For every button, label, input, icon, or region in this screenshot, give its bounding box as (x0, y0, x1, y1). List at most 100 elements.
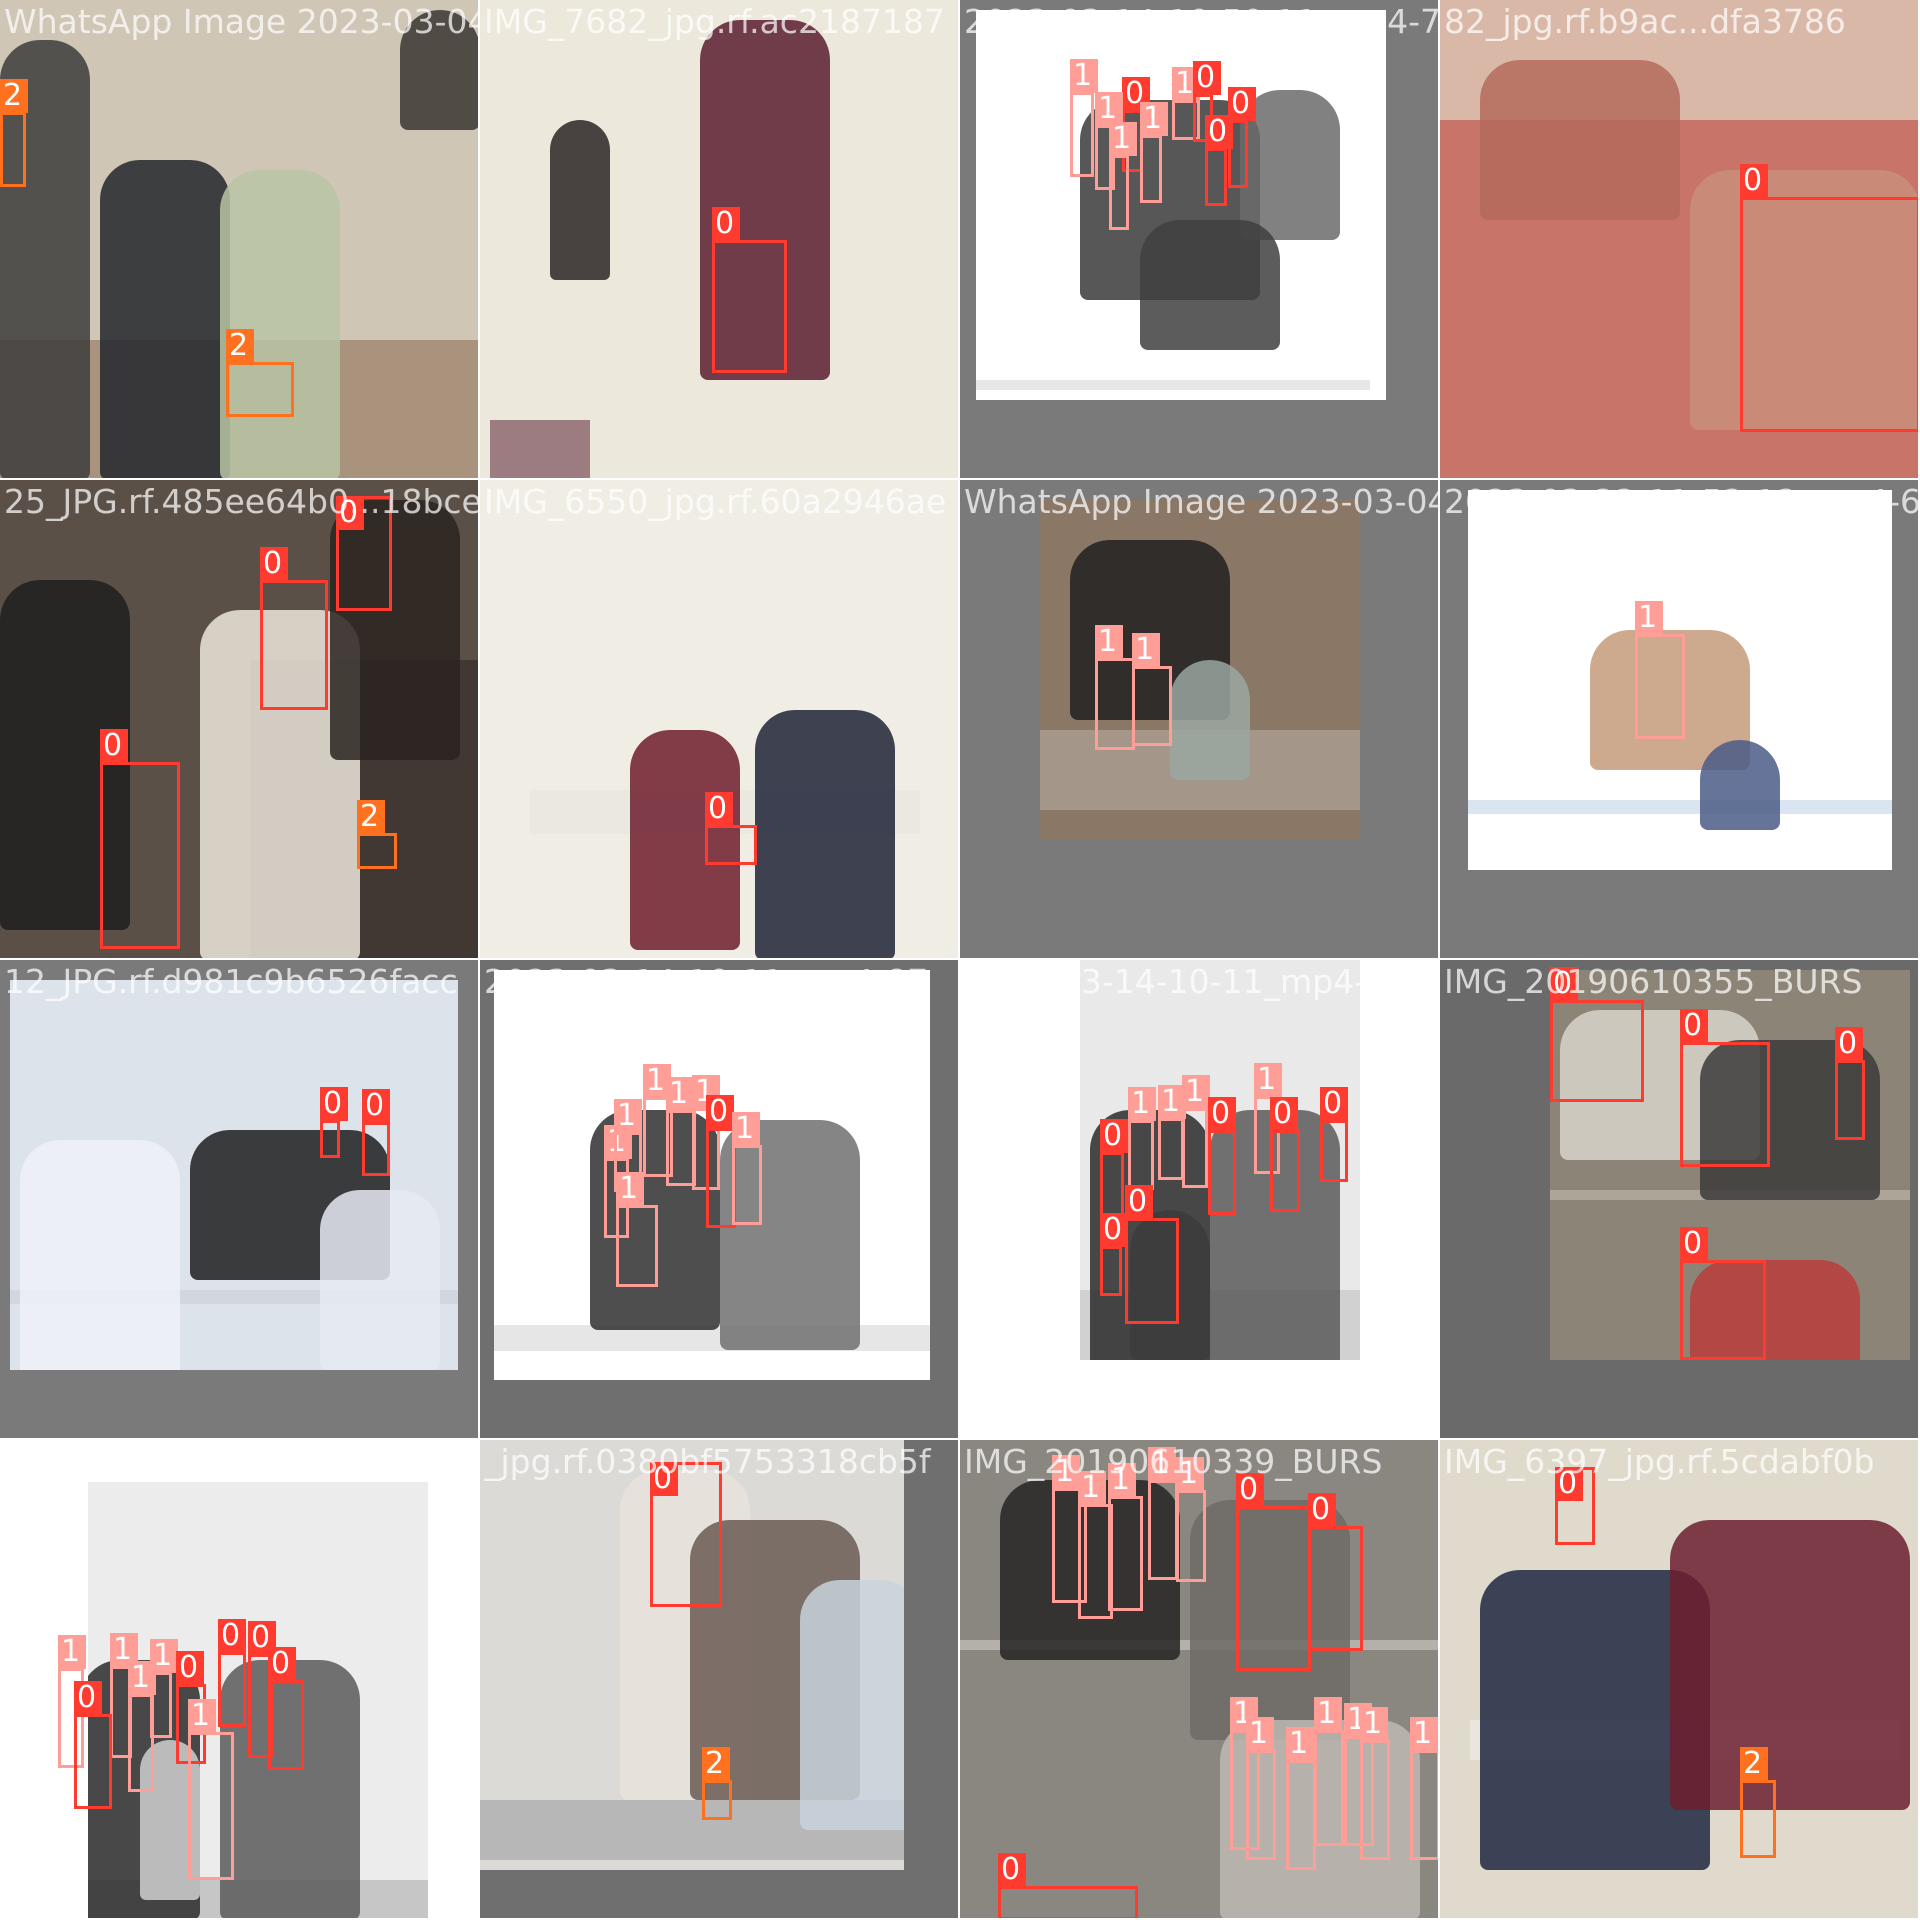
scene-person (630, 730, 740, 950)
detection-class-label: 0 (320, 1087, 348, 1121)
detection-box: 0 (320, 1087, 348, 1158)
detection-class-label: 1 (1635, 601, 1663, 635)
scene-photo (480, 1440, 904, 1870)
detection-box: 0 (1205, 115, 1233, 206)
tile-filename-caption: WhatsApp Image 2023-03-04 (964, 482, 1440, 521)
mosaic-tile: 1 1 1 1 0 0 0 0 0 1 2023-03-14-11-10-11_mp4-193 (0, 1440, 480, 1920)
scene-photo (960, 1440, 1438, 1918)
scene-person (1220, 1720, 1420, 1918)
detection-class-label: 0 (650, 1462, 678, 1496)
detection-box: 1 (1140, 102, 1168, 203)
detection-class-label: 0 (218, 1619, 246, 1653)
detection-class-label: 1 (188, 1699, 216, 1733)
detection-class-label: 1 (732, 1112, 760, 1146)
detection-box: 0 (1308, 1493, 1363, 1651)
detection-box: 1 (1070, 59, 1098, 177)
detection-box: 0 (1550, 967, 1644, 1102)
detection-class-label: 0 (1100, 1119, 1128, 1153)
detection-class-label: 0 (74, 1681, 102, 1715)
mosaic-tile: 1 0 1 1 1 1 0 0 0 2023-03-14-10-50-11_mp4-70 (960, 0, 1440, 480)
scene-person (20, 1140, 180, 1370)
detection-box: 1 (732, 1112, 762, 1225)
tile-filename-caption: 82_jpg.rf.b9ac...dfa3786 (1444, 2, 1846, 41)
detection-class-label: 0 (712, 207, 740, 241)
mosaic-tile: 2 2 WhatsApp Image 2023-03-04 at 7.43.21 P… (0, 0, 480, 480)
detection-box: 0 (1100, 1213, 1128, 1296)
tile-filename-caption: IMG_6397_jpg.rf.5cdabf0b (1444, 1442, 1875, 1481)
tile-filename-caption: IMG_6550_jpg.rf.60a2946ae (484, 482, 947, 521)
scene-person (1240, 90, 1340, 240)
scene-photo (1440, 1440, 1918, 1918)
detection-class-label: 0 (706, 1095, 734, 1129)
detection-class-label: 0 (1208, 1097, 1236, 1131)
detection-class-label: 0 (1550, 967, 1578, 1001)
scene-person (1670, 1520, 1910, 1810)
scene-photo (88, 1482, 428, 1918)
scene-person (800, 1580, 904, 1830)
detection-box: 1 (1176, 1457, 1206, 1582)
detection-box: 0 (1125, 1185, 1179, 1324)
detection-class-label: 0 (1555, 1467, 1583, 1501)
tile-filename-caption: 2023-03-22-11-52-12_mp4-6 (1444, 482, 1920, 521)
detection-class-label: 0 (1270, 1097, 1298, 1131)
detection-class-label: 0 (1740, 164, 1768, 198)
detection-box: 0 (705, 792, 757, 865)
detection-class-label: 1 (1109, 122, 1137, 156)
scene-photo (10, 980, 458, 1370)
detection-class-label: 1 (1246, 1717, 1274, 1751)
scene-person (1170, 660, 1250, 780)
detection-box: 2 (702, 1747, 732, 1820)
detection-box: 1 (1078, 1471, 1113, 1619)
detection-class-label: 1 (1314, 1697, 1342, 1731)
detection-class-label: 1 (1132, 633, 1160, 667)
tile-filename-caption: IMG_20190610339_BURS (964, 1442, 1383, 1481)
scene-photo (1468, 490, 1892, 870)
mosaic-tile: 0 IMG_6550_jpg.rf.60a2946ae (480, 480, 960, 960)
detection-class-label: 0 (362, 1089, 390, 1123)
tile-filename-caption: 2023-03-14-10-50-11_mp4-70 (964, 2, 1440, 41)
tile-filename-caption: IMG_7682_jpg.rf.ac2187187 (484, 2, 945, 41)
detection-class-label: 1 (616, 1172, 644, 1206)
tile-filename-caption: IMG_20190610355_BURS (1444, 962, 1863, 1001)
detection-class-label: 2 (226, 329, 254, 363)
tile-filename-caption: _jpg.rf.0380bf5753318cb5f (484, 1442, 931, 1481)
detection-class-label: 1 (614, 1099, 642, 1133)
detection-class-label: 0 (998, 1853, 1026, 1887)
detection-box: 0 (1555, 1467, 1595, 1545)
detection-box: 0 (362, 1089, 390, 1176)
mosaic-tile: 0 1 1 1 0 1 0 0 0 0 2023-03-14-10-11_mp4-2 (960, 960, 1440, 1440)
detection-box: 0 (1835, 1027, 1865, 1140)
scene-person (220, 170, 340, 478)
detection-box: 0 (706, 1095, 736, 1228)
detection-class-label: 1 (1052, 1455, 1080, 1489)
detection-box: 1 (1286, 1727, 1316, 1870)
detection-class-label: 0 (705, 792, 733, 826)
detection-class-label: 0 (100, 729, 128, 763)
detection-class-label: 1 (1286, 1727, 1314, 1761)
detection-box: 0 (1680, 1227, 1766, 1360)
detection-box: 1 (1148, 1447, 1178, 1580)
mosaic-tile: 1 1 WhatsApp Image 2023-03-04 (960, 480, 1440, 960)
detection-class-label: 1 (1108, 1463, 1136, 1497)
detection-class-label: 0 (260, 547, 288, 581)
detection-box: 0 (1236, 1473, 1311, 1671)
scene-person (320, 1190, 440, 1370)
detection-class-label: 0 (268, 1647, 296, 1681)
detection-box: 0 (1228, 87, 1256, 188)
mosaic-tile: 1 1 1 1 1 0 0 0 1 1 1 1 1 1 1 IMG_20190610339_BURS (960, 1440, 1440, 1920)
detection-class-label: 1 (1176, 1457, 1204, 1491)
detection-class-label: 0 (1125, 1185, 1153, 1219)
scene-person (1700, 740, 1780, 830)
detection-box: 0 (1320, 1087, 1348, 1182)
detection-class-label: 0 (1228, 87, 1256, 121)
detection-box: 1 (150, 1639, 178, 1738)
detection-class-label: 0 (1680, 1227, 1708, 1261)
detection-box: 0 (650, 1462, 722, 1607)
tile-filename-caption: 2023-03-14-10-11_mp4-87 (484, 962, 929, 1001)
detection-box: 0 (218, 1619, 246, 1727)
detection-box: 1 (1254, 1063, 1282, 1174)
detection-box: 1 (1158, 1085, 1186, 1180)
scene-desk (976, 380, 1370, 390)
detection-box: 1 (1095, 625, 1135, 750)
scene-person (550, 120, 610, 280)
